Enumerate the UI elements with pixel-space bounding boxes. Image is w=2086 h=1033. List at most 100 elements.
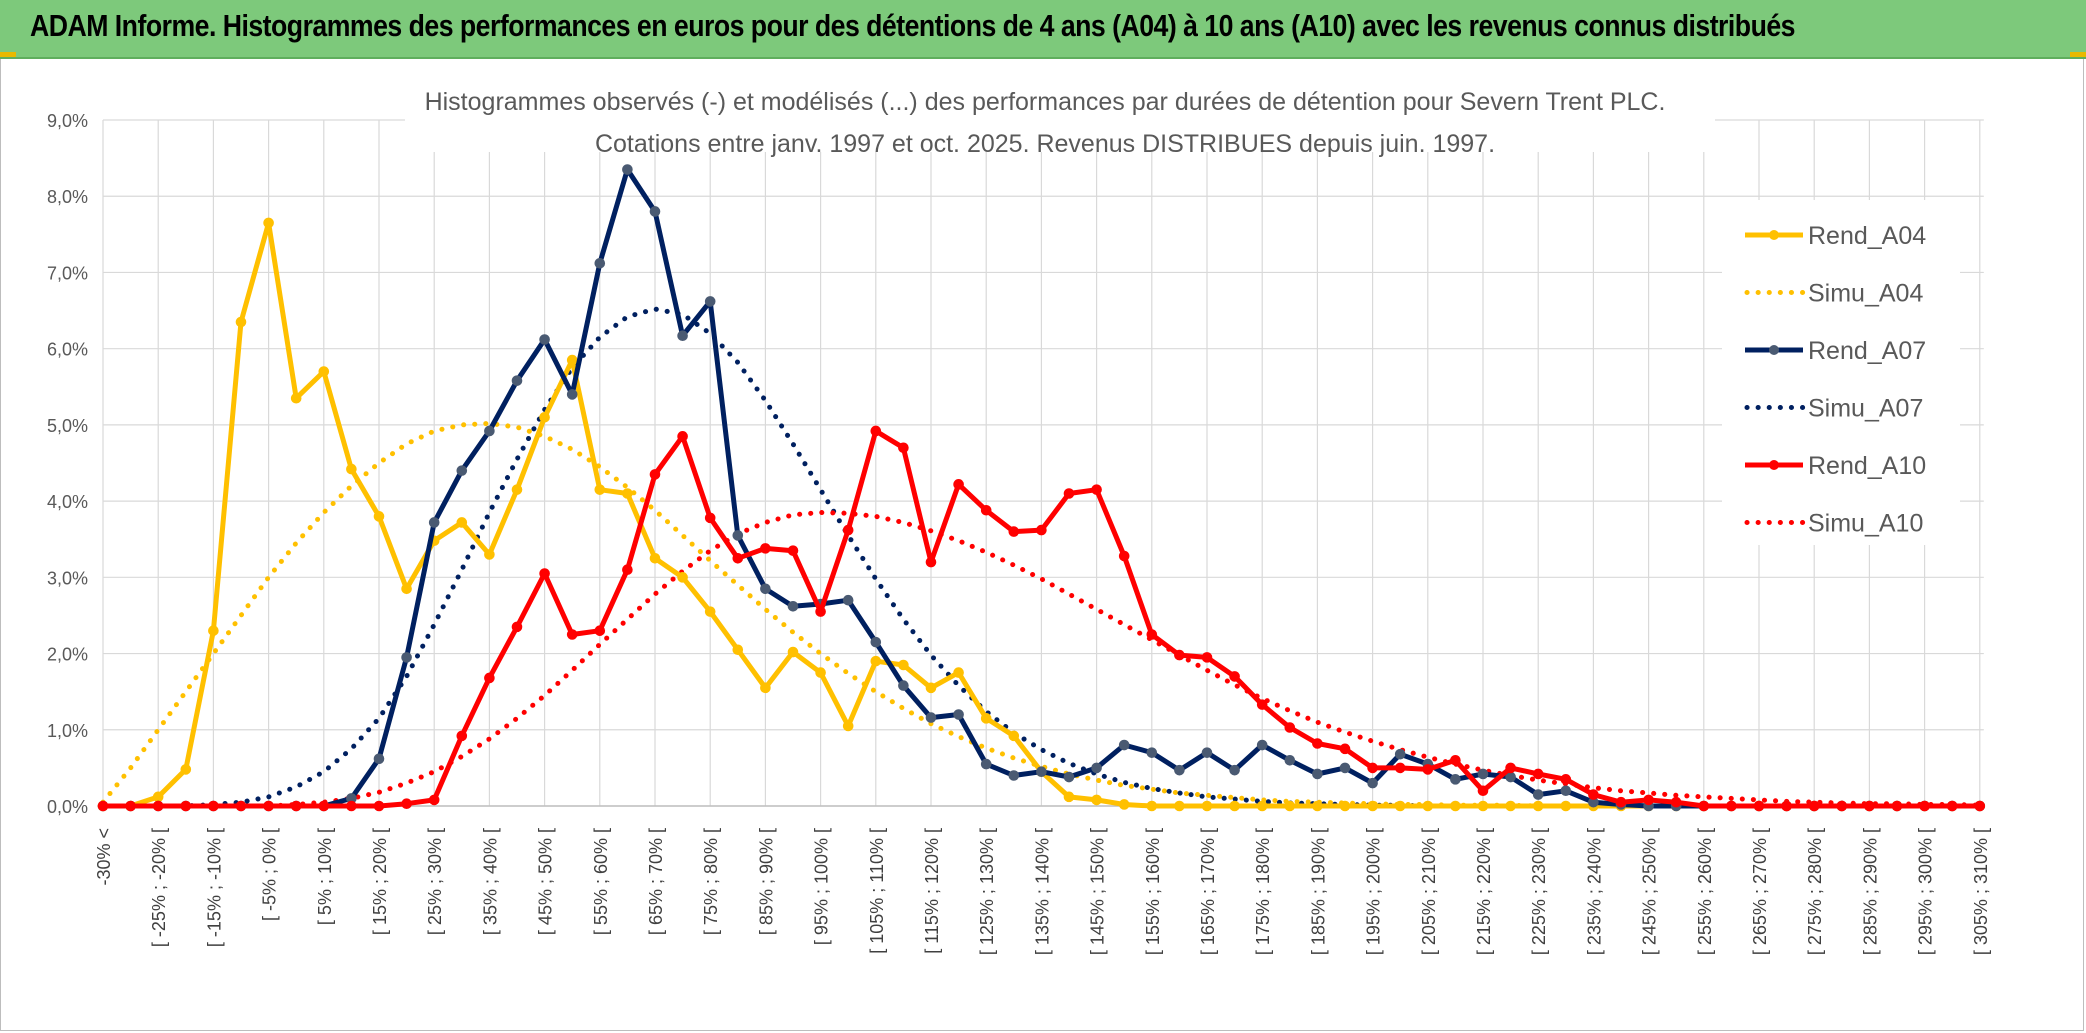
x-tick-label: [ 55% ; 60% [: [591, 828, 611, 935]
data-point: [1588, 789, 1599, 800]
data-point: [428, 517, 440, 528]
x-tick-label: [ 305% ; 310% [: [1971, 828, 1991, 955]
data-point: [401, 652, 412, 663]
data-point: [815, 606, 826, 617]
x-tick-label: [ 265% ; 270% [: [1750, 828, 1770, 955]
data-point: [1256, 739, 1268, 751]
y-tick-label: 2,0%: [47, 645, 88, 665]
data-point: [1091, 794, 1102, 806]
x-tick-label: [ 25% ; 30% [: [425, 828, 445, 935]
data-point: [870, 655, 882, 667]
data-point: [1284, 722, 1296, 733]
data-point: [1091, 762, 1102, 774]
x-tick-label: -30% <: [94, 828, 114, 886]
data-point: [760, 583, 771, 595]
data-point: [1284, 754, 1296, 766]
y-tick-label: 7,0%: [47, 263, 88, 283]
legend-label: Simu_A07: [1808, 395, 1923, 423]
grid-lines: [102, 119, 1984, 807]
data-point: [870, 425, 882, 437]
x-tick-label: [ 245% ; 250% [: [1640, 828, 1660, 955]
data-point: [1118, 550, 1130, 562]
data-point: [1643, 794, 1654, 806]
data-point: [1063, 771, 1075, 783]
data-point: [622, 164, 633, 175]
data-point: [566, 354, 578, 366]
data-point: [1284, 800, 1296, 812]
chart-subtitle: Cotations entre janv. 1997 et oct. 2025.…: [595, 130, 1495, 158]
data-point: [980, 713, 992, 724]
data-point: [1450, 800, 1461, 812]
data-point: [1505, 762, 1516, 774]
data-point: [925, 682, 937, 694]
x-tick-label: [ 175% ; 180% [: [1253, 828, 1273, 955]
y-tick-label: 5,0%: [47, 416, 88, 436]
x-tick-label: [ 235% ; 240% [: [1584, 828, 1604, 955]
x-tick-label: [ 225% ; 230% [: [1529, 828, 1549, 955]
x-tick-label: [ 295% ; 300% [: [1916, 828, 1936, 955]
data-point: [1174, 764, 1185, 776]
data-point: [1174, 800, 1185, 812]
y-tick-label: 6,0%: [47, 340, 88, 360]
x-tick-label: [ 185% ; 190% [: [1308, 828, 1328, 955]
data-point: [732, 530, 744, 541]
data-point: [1560, 774, 1572, 785]
data-point: [1808, 800, 1820, 812]
legend-marker: [1769, 460, 1779, 470]
data-point: [1477, 768, 1489, 780]
data-point: [208, 625, 219, 636]
data-point: [842, 594, 854, 606]
data-point: [1367, 762, 1378, 774]
data-point: [152, 791, 164, 803]
x-tick-label: [ 275% ; 280% [: [1805, 828, 1825, 955]
data-point: [1146, 629, 1158, 640]
series-layer: [97, 164, 1986, 812]
data-point: [953, 479, 964, 490]
data-point: [594, 484, 606, 495]
report-title: ADAM Informe. Histogrammes des performan…: [30, 8, 1795, 43]
data-point: [1201, 747, 1213, 758]
data-point: [787, 646, 799, 658]
data-point: [484, 425, 495, 437]
data-point: [704, 296, 716, 307]
y-tick-label: 9,0%: [47, 111, 88, 131]
data-point: [704, 512, 716, 524]
data-point: [1118, 739, 1130, 751]
data-point: [704, 606, 716, 617]
data-point: [953, 667, 964, 678]
corner-accent-right: [2070, 52, 2086, 57]
x-tick-label: [ 195% ; 200% [: [1364, 828, 1384, 955]
data-point: [290, 800, 302, 812]
data-point: [1891, 800, 1903, 812]
data-point: [787, 545, 799, 556]
data-point: [677, 431, 688, 442]
x-tick-label: [ -25% ; -20% [: [149, 828, 169, 947]
x-tick-label: [ 5% ; 10% [: [315, 828, 335, 925]
x-tick-label: [ 135% ; 140% [: [1032, 828, 1052, 955]
data-point: [290, 392, 302, 404]
data-point: [1753, 800, 1765, 812]
data-point: [1532, 768, 1544, 780]
data-point: [346, 800, 357, 812]
data-point: [1477, 800, 1489, 812]
corner-accent-left: [0, 52, 16, 57]
data-point: [1036, 766, 1047, 778]
data-point: [1063, 791, 1075, 803]
x-tick-label: [ 35% ; 40% [: [480, 828, 500, 935]
series-line-simu_a10: [100, 510, 1983, 809]
data-point: [1312, 738, 1323, 749]
data-point: [622, 488, 633, 499]
x-tick-label: [ -15% ; -10% [: [204, 828, 224, 947]
y-tick-label: 1,0%: [47, 721, 88, 741]
data-point: [1974, 800, 1986, 812]
data-point: [428, 794, 440, 806]
data-point: [1477, 785, 1489, 797]
data-point: [235, 316, 247, 328]
data-point: [1339, 743, 1351, 755]
data-point: [1394, 800, 1406, 812]
data-point: [208, 800, 219, 812]
data-point: [180, 764, 192, 775]
data-point: [1505, 800, 1516, 812]
data-point: [401, 583, 412, 595]
